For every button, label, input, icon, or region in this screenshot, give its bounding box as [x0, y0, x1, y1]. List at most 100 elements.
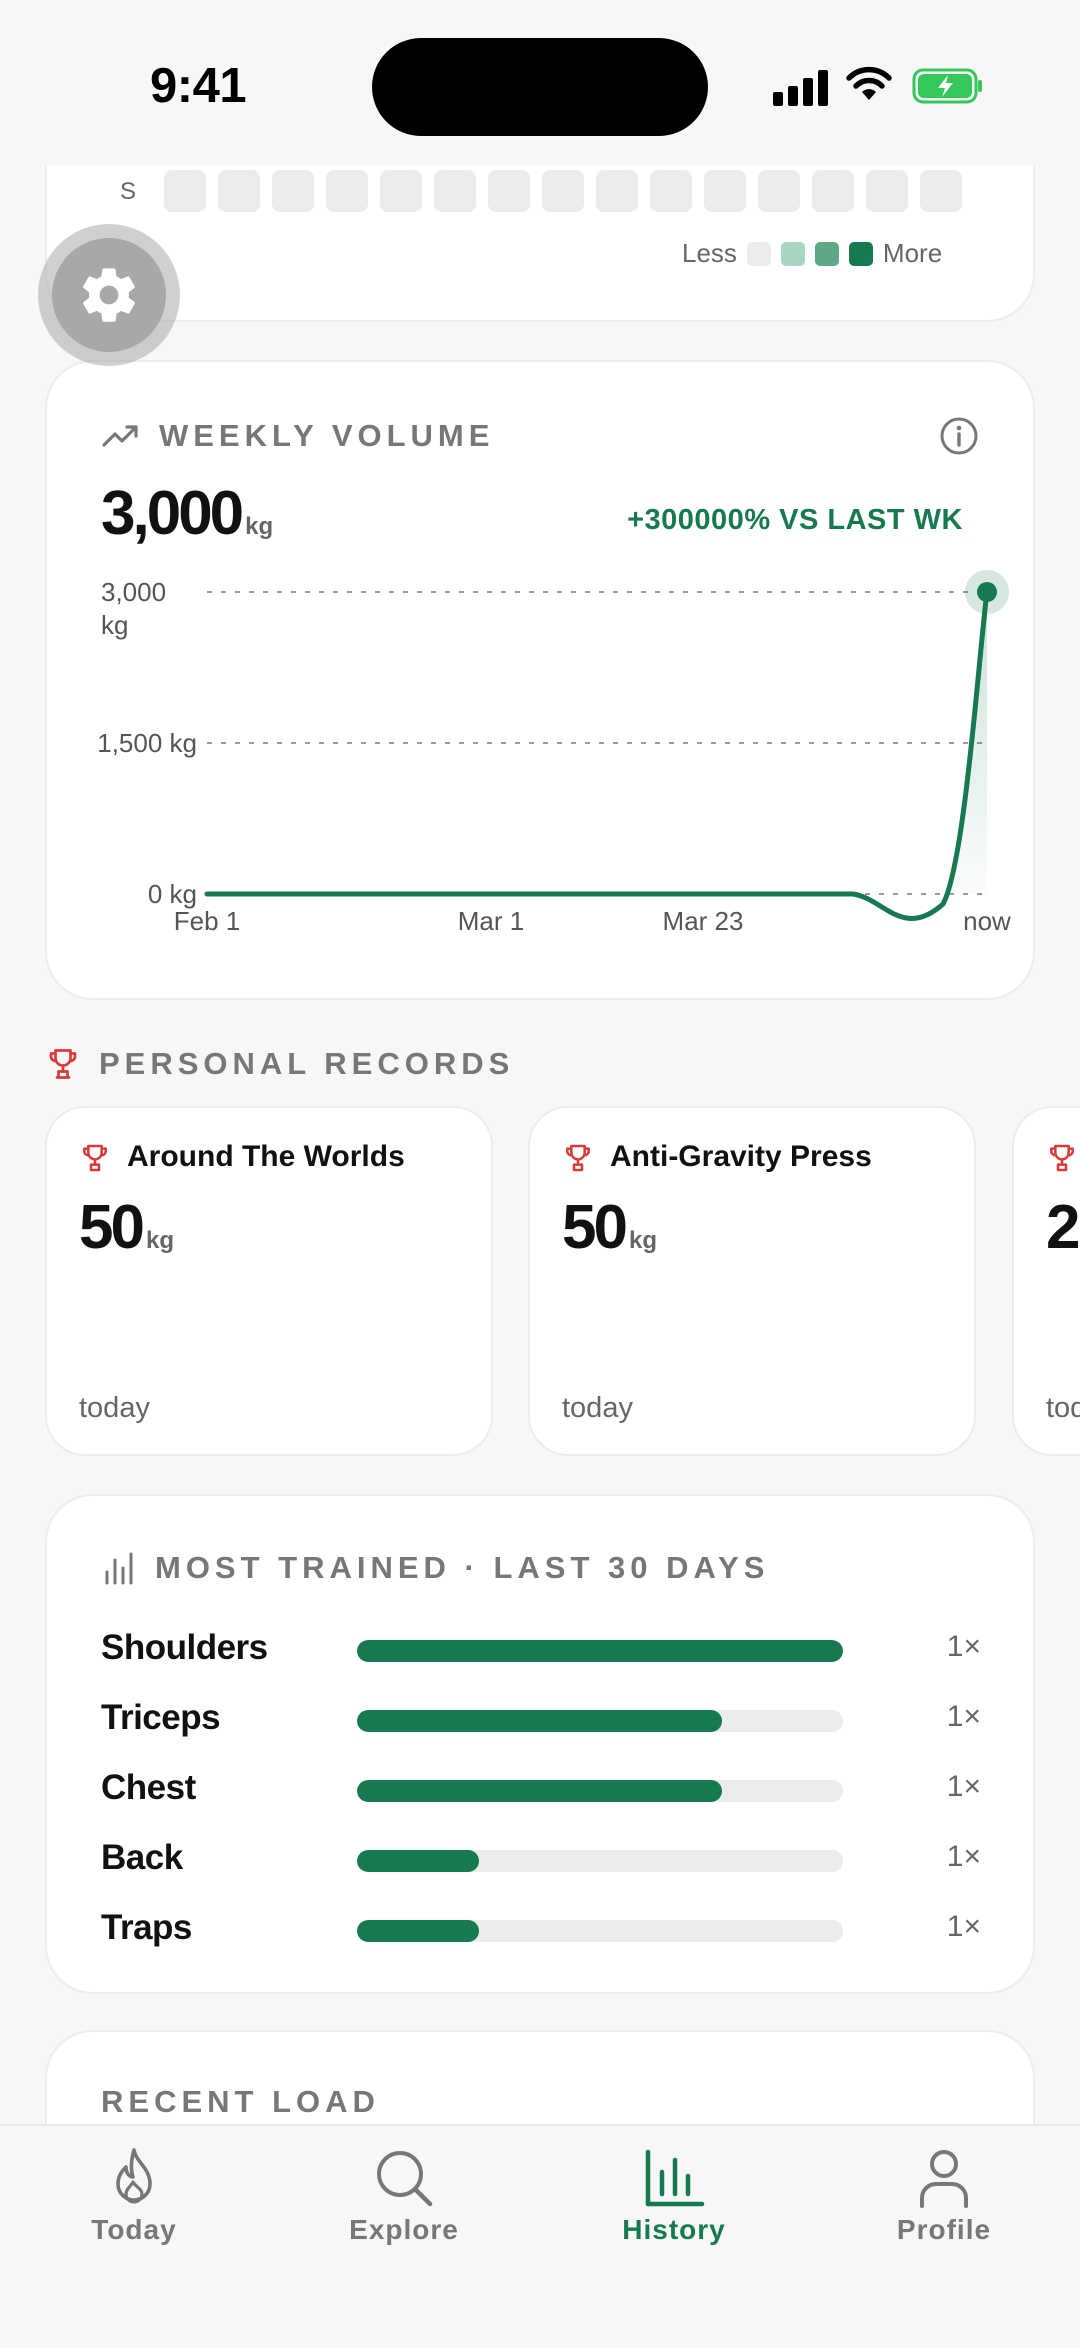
- muscle-bar-fill: [357, 1710, 722, 1732]
- record-unit: kg: [145, 1227, 174, 1254]
- muscle-bar-track: [357, 1850, 843, 1872]
- trend-up-icon: [102, 425, 138, 447]
- heatmap-cell: [758, 170, 800, 212]
- record-number: 2: [1046, 1193, 1080, 1262]
- weekly-volume-title: WEEKLY VOLUME: [159, 418, 495, 453]
- muscle-label: Triceps: [101, 1698, 221, 1737]
- muscle-count: 1×: [946, 1770, 981, 1803]
- heatmap-cell: [650, 170, 692, 212]
- muscle-row: Triceps 1×: [101, 1696, 981, 1744]
- record-date: today: [79, 1392, 150, 1424]
- heatmap-cell: [488, 170, 530, 212]
- record-card[interactable]: Anti-Gravity Press 50 kg today: [528, 1106, 976, 1456]
- x-tick-label: Mar 23: [663, 906, 744, 936]
- heatmap-cell: [434, 170, 476, 212]
- trophy-icon: [566, 1144, 590, 1172]
- y-tick-label: 3,000: [101, 577, 166, 607]
- muscle-bar-track: [357, 1780, 843, 1802]
- info-icon[interactable]: [939, 416, 979, 456]
- tab-explore[interactable]: Explore: [304, 2146, 504, 2246]
- muscle-label: Traps: [101, 1908, 192, 1947]
- record-card[interactable]: 2 tod: [1012, 1106, 1080, 1456]
- record-number: 50: [79, 1193, 145, 1262]
- settings-button[interactable]: [38, 224, 180, 366]
- status-bar: 9:41: [0, 0, 1080, 165]
- heatmap-cell: [326, 170, 368, 212]
- y-tick-label-unit: kg: [101, 610, 128, 640]
- muscle-bar-track: [357, 1920, 843, 1942]
- heatmap-cell: [218, 170, 260, 212]
- heatmap-cell: [380, 170, 422, 212]
- series-area: [943, 592, 987, 894]
- record-date: today: [562, 1392, 633, 1424]
- heatmap-cell: [920, 170, 962, 212]
- trophy-icon: [83, 1144, 107, 1172]
- weekly-volume-unit: kg: [245, 513, 274, 540]
- tab-label: Today: [91, 2214, 177, 2245]
- record-value: 50 kg: [79, 1192, 174, 1263]
- tab-profile[interactable]: Profile: [844, 2146, 1044, 2246]
- tab-label: History: [622, 2214, 726, 2245]
- weekly-volume-number: 3,000: [101, 479, 244, 548]
- search-icon: [377, 2151, 433, 2207]
- weekly-volume-card[interactable]: WEEKLY VOLUME 3,000 kg +300000% VS LAST W…: [45, 360, 1035, 1000]
- trophy-icon: [1050, 1144, 1074, 1172]
- recent-load-title: RECENT LOAD: [101, 2084, 380, 2119]
- heatmap-cell: [704, 170, 746, 212]
- muscle-bar-track: [357, 1710, 843, 1732]
- tab-bar: Today Explore History Profile: [0, 2124, 1080, 2348]
- most-trained-title: MOST TRAINED · LAST 30 DAYS: [155, 1550, 770, 1585]
- tab-history[interactable]: History: [574, 2146, 774, 2246]
- x-tick-label: Feb 1: [174, 906, 241, 936]
- series-line: [204, 589, 990, 921]
- muscle-label: Shoulders: [101, 1628, 268, 1667]
- record-unit: kg: [628, 1227, 657, 1254]
- muscle-bar-fill: [357, 1780, 722, 1802]
- weekly-volume-header: WEEKLY VOLUME: [101, 418, 494, 454]
- legend-swatch-1: [780, 241, 805, 266]
- y-tick-label: 1,500 kg: [97, 728, 197, 758]
- muscle-bar-fill: [357, 1920, 479, 1942]
- heatmap-cell: [542, 170, 584, 212]
- muscle-count: 1×: [946, 1630, 981, 1663]
- record-date: tod: [1046, 1392, 1080, 1424]
- record-exercise-name: Anti-Gravity Press: [610, 1140, 872, 1173]
- legend-more-label: More: [882, 238, 943, 268]
- record-value: 50 kg: [562, 1192, 657, 1263]
- legend-less-label: Less: [682, 238, 737, 268]
- status-time: 9:41: [150, 59, 247, 113]
- bar-chart-icon: [645, 2149, 705, 2207]
- battery-charging-icon: [912, 68, 982, 104]
- weekly-volume-delta: +300000% VS LAST WK: [627, 504, 963, 536]
- muscle-row: Chest 1×: [101, 1766, 981, 1814]
- flame-icon: [116, 2148, 152, 2204]
- gear-icon: [83, 268, 135, 322]
- wifi-icon: [846, 66, 892, 100]
- person-icon: [920, 2150, 968, 2208]
- muscle-bar-fill: [357, 1640, 843, 1662]
- x-tick-label: Mar 1: [458, 906, 524, 936]
- record-card[interactable]: Around The Worlds 50 kg today: [45, 1106, 493, 1456]
- latest-point: [977, 582, 997, 602]
- heatmap-day-label: S: [120, 178, 137, 205]
- muscle-row: Shoulders 1×: [101, 1626, 981, 1674]
- muscle-count: 1×: [946, 1840, 981, 1873]
- weekly-volume-value: 3,000 kg: [101, 478, 273, 549]
- x-tick-label: now: [963, 906, 1011, 936]
- muscle-row: Traps 1×: [101, 1906, 981, 1954]
- personal-records-title: PERSONAL RECORDS: [99, 1046, 515, 1081]
- trophy-icon: [49, 1049, 77, 1079]
- tab-today[interactable]: Today: [34, 2146, 234, 2246]
- heatmap-cell: [812, 170, 854, 212]
- tab-label: Explore: [349, 2214, 459, 2245]
- heatmap-legend: Less More: [682, 238, 942, 269]
- cellular-signal-icon: [773, 68, 829, 106]
- bar-chart-icon: [105, 1552, 133, 1585]
- most-trained-header: MOST TRAINED · LAST 30 DAYS: [101, 1550, 769, 1586]
- muscle-count: 1×: [946, 1700, 981, 1733]
- tab-label: Profile: [896, 2214, 992, 2245]
- legend-swatch-0: [746, 241, 771, 266]
- y-tick-label: 0 kg: [148, 879, 197, 909]
